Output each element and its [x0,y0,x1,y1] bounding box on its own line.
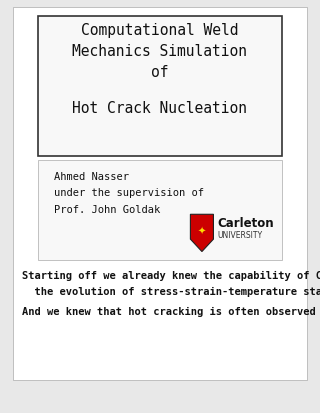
Text: the evolution of stress-strain-temperature state.: the evolution of stress-strain-temperatu… [22,286,320,296]
Text: Starting off we already knew the capability of CWM to determine: Starting off we already knew the capabil… [22,271,320,280]
Text: UNIVERSITY: UNIVERSITY [218,230,263,239]
Text: Hot Crack Nucleation: Hot Crack Nucleation [73,101,247,116]
FancyBboxPatch shape [38,161,282,260]
Text: Computational Weld
Mechanics Simulation
of: Computational Weld Mechanics Simulation … [73,23,247,80]
Text: And we knew that hot cracking is often observed during welding.: And we knew that hot cracking is often o… [22,306,320,316]
FancyBboxPatch shape [13,8,307,380]
Polygon shape [190,215,213,252]
Text: Ahmed Nasser: Ahmed Nasser [54,171,129,181]
Text: Prof. John Goldak: Prof. John Goldak [54,204,161,214]
Text: Carleton: Carleton [218,216,274,229]
FancyBboxPatch shape [38,17,282,157]
Text: ✦: ✦ [198,226,206,236]
Text: under the supervision of: under the supervision of [54,188,204,198]
